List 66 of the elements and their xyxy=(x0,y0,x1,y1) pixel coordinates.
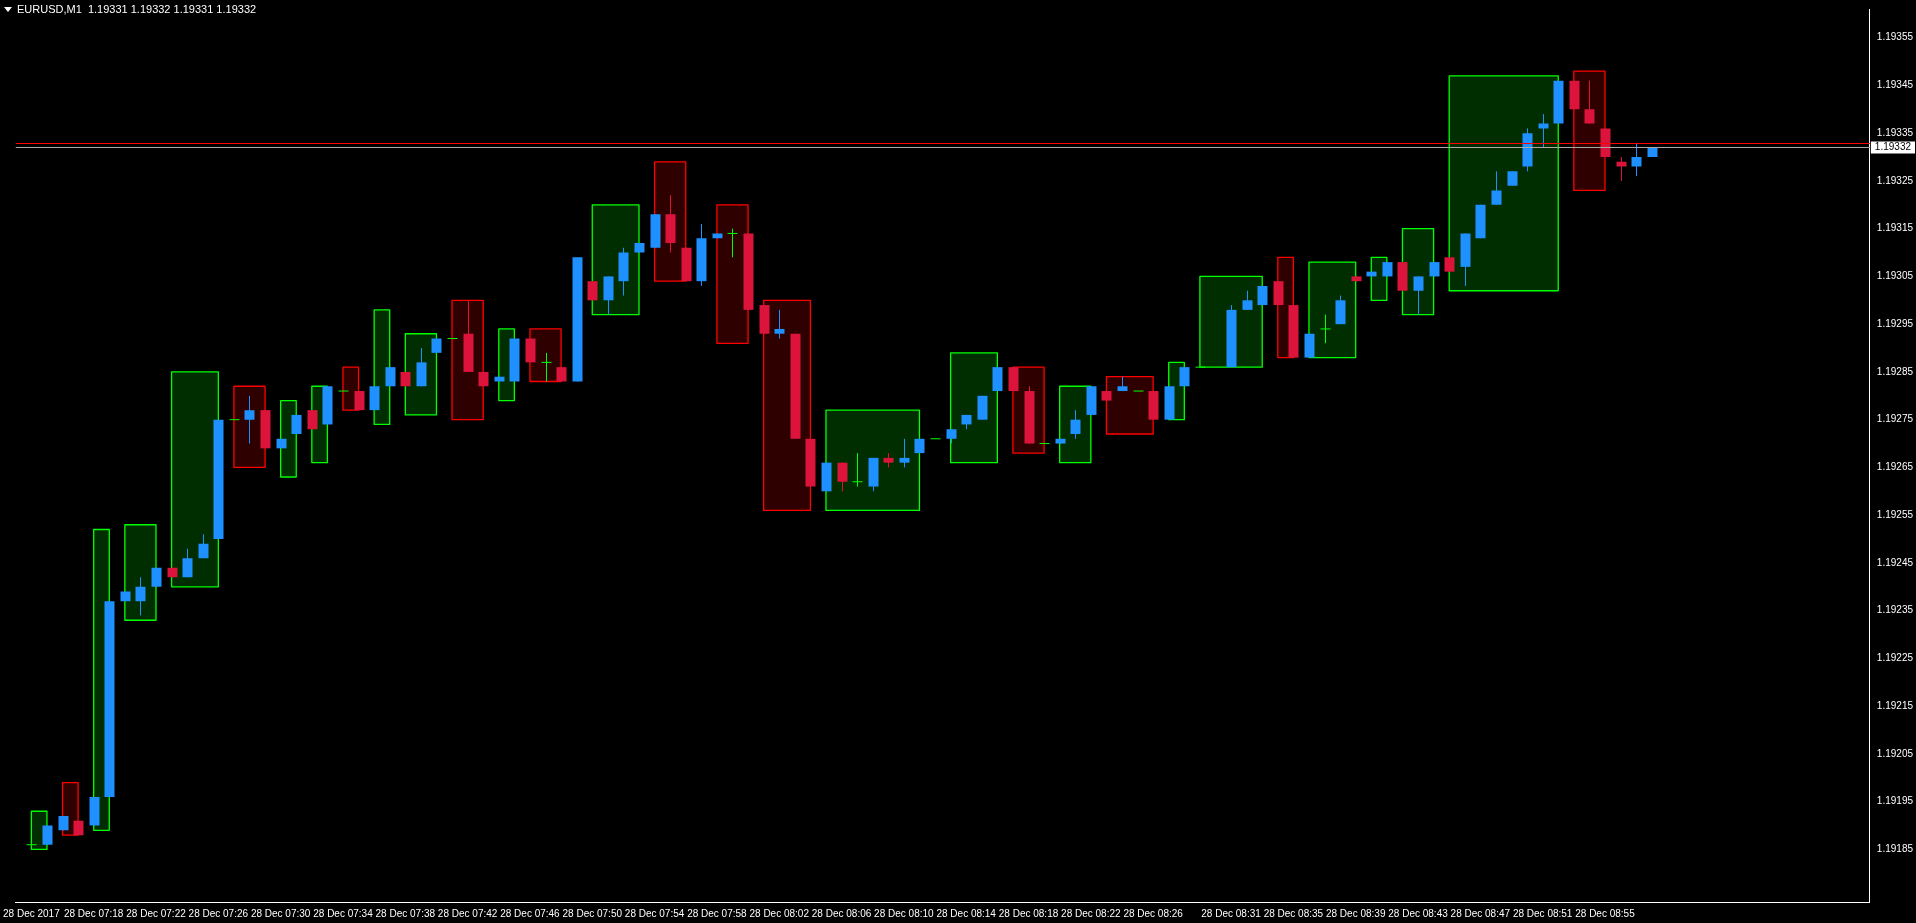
y-tick-label: 1.19275 xyxy=(1876,413,1914,425)
candlestick xyxy=(603,275,614,316)
x-tick-label: 28 Dec 07:30 xyxy=(250,907,311,919)
y-tick-label: 1.19315 xyxy=(1876,222,1914,234)
y-tick-label: 1.19265 xyxy=(1876,461,1914,473)
candlestick xyxy=(1584,80,1595,125)
candlestick xyxy=(1631,142,1642,177)
y-tick-label: 1.19225 xyxy=(1876,652,1914,664)
x-tick-label: 28 Dec 08:26 xyxy=(1123,907,1184,919)
x-tick-label: 28 Dec 07:42 xyxy=(437,907,498,919)
x-tick-label: 28 Dec 07:38 xyxy=(375,907,436,919)
x-tick-label: 28 Dec 08:31 xyxy=(1201,907,1262,919)
candlestick xyxy=(837,462,848,492)
x-tick-label: 28 Dec 07:26 xyxy=(188,907,249,919)
x-tick-label: 28 Dec 08:39 xyxy=(1325,907,1386,919)
x-tick-label: 28 Dec 08:43 xyxy=(1388,907,1449,919)
y-tick-label: 1.19185 xyxy=(1876,843,1914,855)
y-tick-label: 1.19355 xyxy=(1876,31,1914,43)
y-tick-label: 1.19215 xyxy=(1876,699,1914,711)
x-tick-label: 28 Dec 08:47 xyxy=(1450,907,1511,919)
x-tick-label: 28 Dec 07:54 xyxy=(624,907,685,919)
y-tick-label: 1.19235 xyxy=(1876,604,1914,616)
y-tick-label: 1.19195 xyxy=(1876,795,1914,807)
y-tick-label: 1.19245 xyxy=(1876,556,1914,568)
y-tick-label: 1.19345 xyxy=(1876,79,1914,91)
x-tick-label: 28 Dec 08:55 xyxy=(1575,907,1636,919)
x-tick-label: 28 Dec 08:10 xyxy=(874,907,935,919)
ref-line-label: 1.19332 xyxy=(1874,141,1912,153)
candlestick xyxy=(1242,290,1253,311)
y-tick-label: 1.19305 xyxy=(1876,270,1914,282)
x-tick-label: 28 Dec 2017 xyxy=(3,907,61,919)
x-tick-label: 28 Dec 08:22 xyxy=(1061,907,1122,919)
candlestick xyxy=(774,309,785,339)
x-tick-label: 28 Dec 08:18 xyxy=(998,907,1059,919)
candlestick xyxy=(899,438,910,468)
candlestick xyxy=(1413,275,1424,316)
x-tick-label: 28 Dec 08:02 xyxy=(749,907,810,919)
y-tick-label: 1.19255 xyxy=(1876,508,1914,520)
x-tick-label: 28 Dec 08:35 xyxy=(1263,907,1324,919)
x-tick-label: 28 Dec 07:22 xyxy=(126,907,187,919)
y-tick-label: 1.19325 xyxy=(1876,174,1914,186)
x-tick-label: 28 Dec 08:51 xyxy=(1512,907,1573,919)
candlestick xyxy=(135,576,146,616)
x-tick-label: 28 Dec 08:06 xyxy=(811,907,872,919)
candlestick xyxy=(727,228,738,258)
x-tick-label: 28 Dec 07:46 xyxy=(500,907,561,919)
chart-title: EURUSD,M1 1.19331 1.19332 1.19331 1.19332 xyxy=(17,3,257,15)
y-tick-label: 1.19335 xyxy=(1876,126,1914,138)
x-tick-label: 28 Dec 08:14 xyxy=(936,907,997,919)
x-tick-label: 28 Dec 07:50 xyxy=(562,907,623,919)
candlestick xyxy=(1070,409,1081,440)
candlestick xyxy=(1616,156,1627,182)
x-tick-label: 28 Dec 07:58 xyxy=(687,907,748,919)
y-tick-label: 1.19285 xyxy=(1876,365,1914,377)
x-tick-label: 28 Dec 07:34 xyxy=(313,907,374,919)
candlestick xyxy=(1491,170,1502,206)
x-tick-label: 28 Dec 07:18 xyxy=(63,907,124,919)
candlestick xyxy=(852,452,863,488)
candlestick xyxy=(1335,295,1346,325)
candlestick xyxy=(416,347,427,387)
candlestick xyxy=(244,395,255,445)
y-tick-label: 1.19295 xyxy=(1876,317,1914,329)
y-tick-label: 1.19205 xyxy=(1876,747,1914,759)
candlestick xyxy=(1320,314,1331,344)
candlestick xyxy=(182,548,193,578)
candlestick xyxy=(541,352,552,382)
